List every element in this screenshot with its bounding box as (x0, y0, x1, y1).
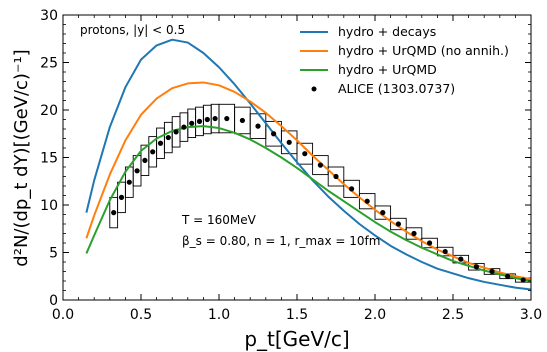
x-tick-label: 2.0 (364, 307, 386, 323)
legend-label-hydro-urqmd-no-annih: hydro + UrQMD (no annih.) (338, 43, 509, 58)
alice-data-point (287, 140, 292, 145)
alice-data-point (271, 131, 276, 136)
plot-area (86, 40, 531, 290)
alice-data-point (318, 163, 323, 168)
legend-label-alice: ALICE (1303.0737) (338, 81, 455, 96)
alice-data-point (197, 119, 202, 124)
alice-data-point (443, 249, 448, 254)
alice-data-point (458, 257, 463, 262)
legend-swatch-alice (312, 87, 317, 92)
y-tick-label: 25 (40, 56, 58, 72)
alice-data-point (489, 269, 494, 274)
alice-data-point (142, 158, 147, 163)
y-tick-label: 15 (40, 151, 58, 167)
alice-data-point (119, 195, 124, 200)
y-axis-title: d²N/(dp_t dY)[(GeV/c)⁻¹] (11, 49, 32, 266)
alice-data-point (505, 274, 510, 279)
legend-label-hydro-decays: hydro + decays (338, 24, 436, 39)
alice-data-point (213, 116, 218, 121)
alice-data-point (411, 231, 416, 236)
annotation-params: β_s = 0.80, n = 1, r_max = 10fm (182, 234, 380, 248)
x-tick-label: 0.0 (52, 307, 74, 323)
alice-data-point (181, 125, 186, 130)
alice-data-point (240, 118, 245, 123)
y-tick-label: 0 (49, 293, 58, 309)
x-axis-title: p_t[GeV/c] (244, 327, 349, 351)
alice-data-point (189, 121, 194, 126)
alice-data-point (380, 210, 385, 215)
y-tick-label: 20 (40, 103, 58, 119)
y-tick-label: 30 (40, 8, 58, 24)
alice-data-point (166, 135, 171, 140)
legend-label-hydro-urqmd: hydro + UrQMD (338, 62, 437, 77)
alice-data-point (396, 221, 401, 226)
alice-data-point (365, 199, 370, 204)
alice-data-point (255, 124, 260, 129)
series-line-0 (86, 40, 531, 290)
alice-data-point (205, 117, 210, 122)
x-tick-label: 3.0 (520, 307, 542, 323)
alice-data-point (302, 151, 307, 156)
annotation-corner: protons, |y| < 0.5 (80, 23, 185, 37)
alice-data-point (474, 264, 479, 269)
alice-data-point (150, 149, 155, 154)
x-tick-label: 1.0 (208, 307, 230, 323)
alice-data-point (521, 277, 526, 282)
alice-data-point (135, 168, 140, 173)
y-tick-label: 10 (40, 198, 58, 214)
legend: hydro + decays hydro + UrQMD (no annih.)… (300, 24, 509, 96)
alice-data-point (349, 186, 354, 191)
alice-data-point (111, 210, 116, 215)
x-tick-label: 2.5 (442, 307, 464, 323)
alice-data-point (174, 129, 179, 134)
x-tick-label: 0.5 (130, 307, 152, 323)
alice-data-point (333, 174, 338, 179)
x-tick-label: 1.5 (286, 307, 308, 323)
alice-data-point (427, 240, 432, 245)
alice-data-point (224, 116, 229, 121)
alice-data-point (127, 180, 132, 185)
y-tick-label: 5 (49, 246, 58, 262)
alice-data-point (158, 141, 163, 146)
series-line-1 (86, 82, 531, 279)
annotation-temperature: T = 160MeV (181, 213, 257, 227)
